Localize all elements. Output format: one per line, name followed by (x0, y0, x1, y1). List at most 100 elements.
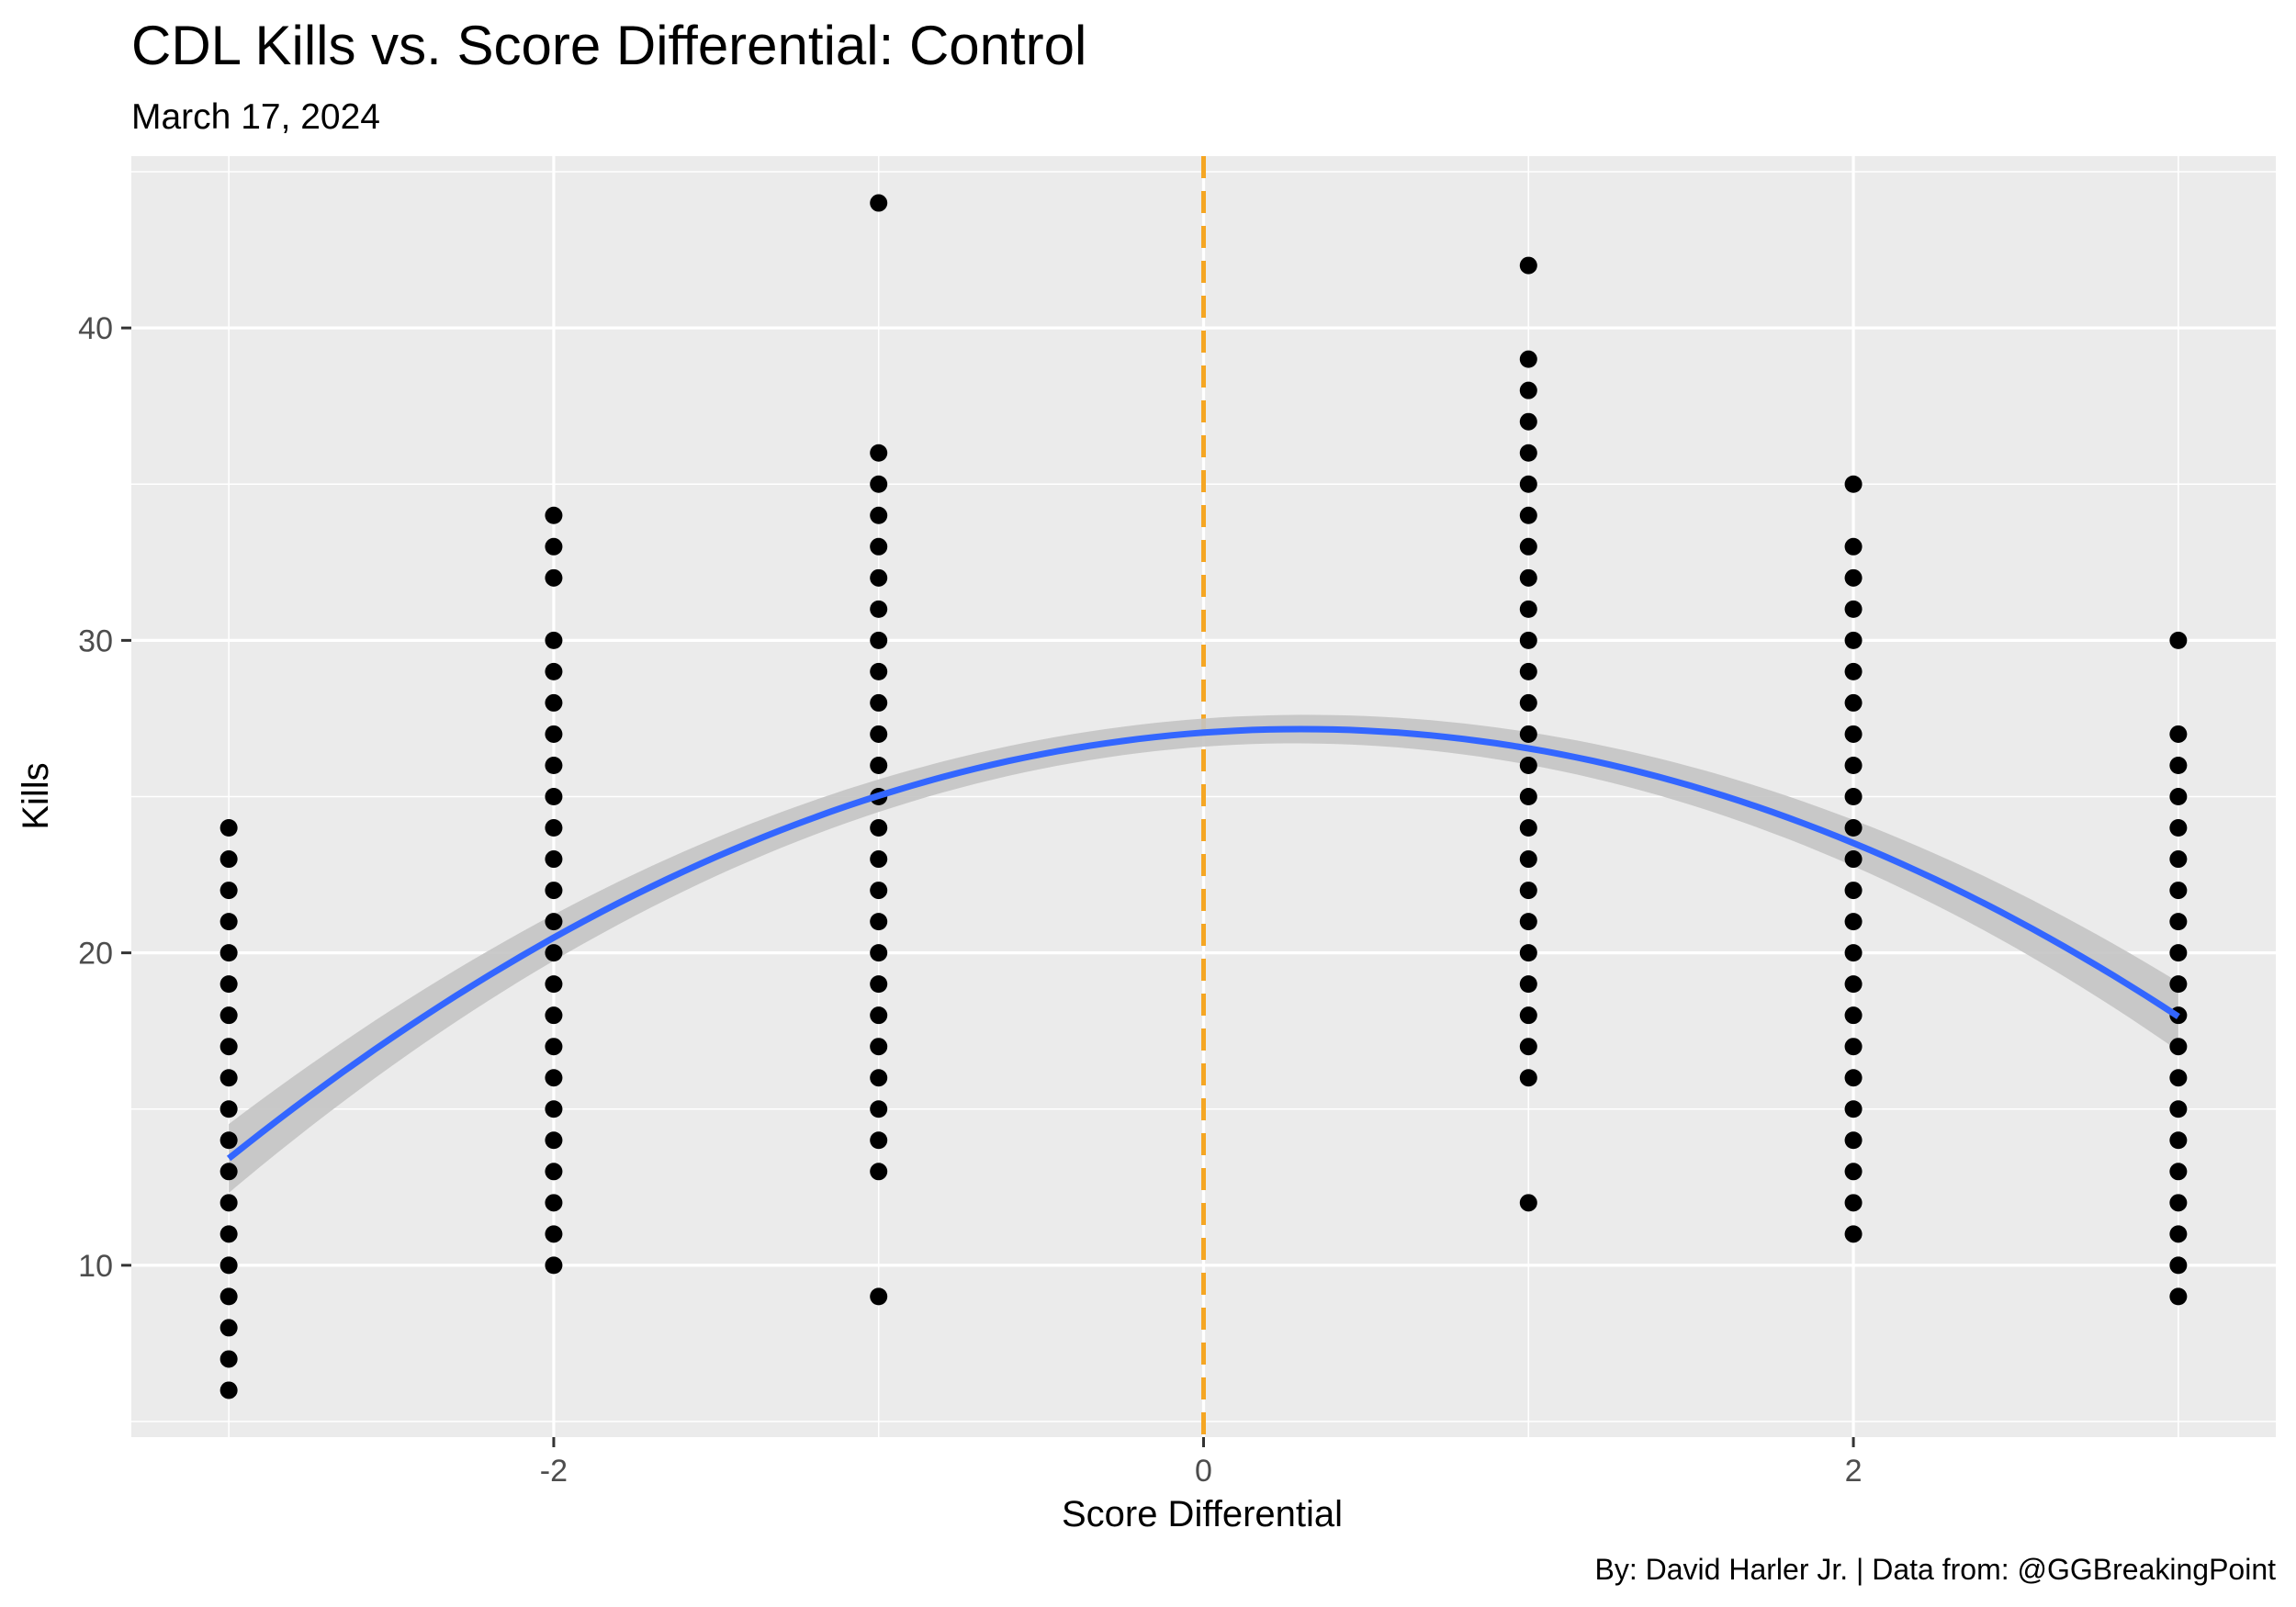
y-tick-label: 20 (78, 937, 113, 972)
y-axis: 10 20 30 40 (78, 311, 131, 1284)
data-point (545, 975, 563, 994)
data-point (545, 788, 563, 805)
data-point (1844, 850, 1863, 869)
data-point (870, 944, 888, 962)
data-point (1519, 944, 1537, 962)
data-point (219, 1163, 238, 1181)
data-point (870, 568, 888, 587)
data-point (2169, 1038, 2188, 1056)
data-point (545, 631, 563, 649)
data-point (2169, 756, 2188, 774)
data-point (2169, 1194, 2188, 1212)
data-point (2169, 1287, 2188, 1306)
data-point (219, 944, 238, 962)
data-point (219, 1319, 238, 1337)
data-point (219, 819, 238, 837)
data-point (1519, 444, 1537, 462)
data-point (870, 506, 888, 524)
data-point (870, 913, 888, 931)
data-point (1519, 631, 1537, 649)
data-point (2169, 631, 2188, 649)
data-point (545, 944, 563, 962)
data-point (1844, 1163, 1863, 1181)
data-point (219, 850, 238, 869)
data-point (870, 194, 888, 212)
trend-line (226, 725, 2180, 1162)
data-point (870, 1163, 888, 1181)
data-point (2169, 788, 2188, 805)
data-point (870, 1287, 888, 1306)
data-point (2169, 913, 2188, 931)
data-point (2169, 1100, 2188, 1118)
data-point (219, 975, 238, 994)
data-point (1519, 693, 1537, 712)
data-point (2169, 819, 2188, 837)
data-point (1844, 1131, 1863, 1150)
data-point (870, 631, 888, 649)
data-point (1844, 537, 1863, 556)
data-point (1844, 756, 1863, 774)
data-point (545, 1256, 563, 1275)
data-point (545, 756, 563, 774)
data-point (219, 882, 238, 900)
data-point (219, 1194, 238, 1212)
data-point (870, 600, 888, 618)
x-tick-label: 2 (1845, 1454, 1863, 1489)
data-point (545, 1069, 563, 1087)
data-point (1519, 975, 1537, 994)
data-point (545, 568, 563, 587)
data-point (219, 1287, 238, 1306)
data-point (870, 882, 888, 900)
data-point (1844, 913, 1863, 931)
data-point (2169, 1163, 2188, 1181)
data-point (870, 1006, 888, 1025)
y-tick-label: 40 (78, 311, 113, 346)
data-point (1519, 1038, 1537, 1056)
chart-title: CDL Kills vs. Score Differential: Contro… (131, 15, 1086, 76)
data-point (1519, 1194, 1537, 1212)
data-point (545, 1225, 563, 1243)
data-point (545, 725, 563, 743)
data-point (870, 1100, 888, 1118)
x-axis-title: Score Differential (1062, 1494, 1343, 1534)
data-point (870, 1038, 888, 1056)
data-point (870, 475, 888, 493)
data-point (545, 506, 563, 524)
data-point (1519, 913, 1537, 931)
data-point (1519, 819, 1537, 837)
data-point (1519, 537, 1537, 556)
data-point (870, 975, 888, 994)
data-point (219, 1100, 238, 1118)
data-point (870, 819, 888, 837)
data-point (219, 1038, 238, 1056)
data-point (1844, 693, 1863, 712)
data-point (1844, 1038, 1863, 1056)
data-point (1519, 412, 1537, 431)
data-point (1519, 1006, 1537, 1025)
data-point (1519, 850, 1537, 869)
data-point (870, 725, 888, 743)
data-point (219, 1381, 238, 1399)
trend-line-layer (226, 725, 2180, 1162)
x-tick-label: -2 (540, 1454, 568, 1489)
data-point (1844, 568, 1863, 587)
data-point (2169, 1069, 2188, 1087)
data-point (1844, 600, 1863, 618)
data-point (219, 1350, 238, 1368)
data-point (219, 1006, 238, 1025)
data-point (545, 819, 563, 837)
data-point (1519, 381, 1537, 399)
data-point (1519, 725, 1537, 743)
data-point (1844, 631, 1863, 649)
data-point (545, 662, 563, 680)
data-point (1519, 350, 1537, 368)
data-point (1519, 788, 1537, 805)
data-point (1519, 1069, 1537, 1087)
x-axis: -2 0 2 (540, 1437, 1863, 1489)
data-points (219, 194, 2188, 1399)
data-point (2169, 944, 2188, 962)
data-point (545, 850, 563, 869)
data-point (2169, 1225, 2188, 1243)
data-point (1844, 944, 1863, 962)
